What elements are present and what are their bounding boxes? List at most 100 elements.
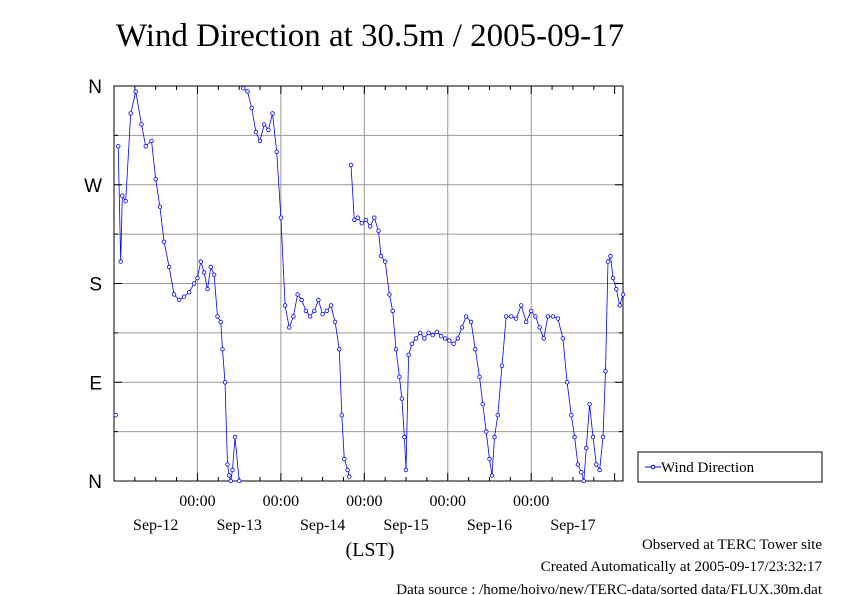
data-point xyxy=(339,413,344,418)
data-point xyxy=(541,336,546,341)
data-point xyxy=(181,294,187,299)
data-point xyxy=(211,272,217,277)
data-point xyxy=(347,474,352,479)
data-point xyxy=(324,308,329,314)
data-point xyxy=(345,467,350,473)
data-point xyxy=(157,204,163,209)
data-point xyxy=(406,352,411,357)
data-point xyxy=(402,434,407,440)
data-point xyxy=(222,380,228,385)
data-point xyxy=(430,332,435,338)
data-point xyxy=(529,308,534,314)
data-point xyxy=(584,445,589,451)
data-point xyxy=(278,215,284,220)
data-point xyxy=(451,341,456,346)
data-point xyxy=(597,467,602,473)
data-point xyxy=(220,347,225,352)
data-point xyxy=(581,478,586,484)
data-point xyxy=(434,329,440,334)
data-point xyxy=(509,314,514,319)
data-point xyxy=(266,127,271,133)
x-date-label: Sep-15 xyxy=(383,517,428,534)
data-point xyxy=(575,462,581,467)
data-point xyxy=(337,347,342,352)
y-tick-label: S xyxy=(89,275,102,296)
data-point xyxy=(208,264,213,270)
series-line xyxy=(243,87,350,477)
data-point xyxy=(397,374,402,379)
series-line xyxy=(117,91,240,482)
data-point xyxy=(299,297,304,303)
data-point xyxy=(291,314,296,319)
footer-created: Created Automatically at 2005-09-17/23:3… xyxy=(541,559,823,575)
data-point xyxy=(230,467,235,473)
data-point xyxy=(614,286,619,292)
y-tick-label: N xyxy=(88,77,102,98)
grid-lines xyxy=(114,86,623,481)
data-point xyxy=(463,314,469,319)
data-point xyxy=(153,177,158,182)
data-point xyxy=(422,336,427,341)
data-point xyxy=(387,292,392,297)
data-point xyxy=(605,259,611,264)
data-point xyxy=(253,129,259,135)
data-point xyxy=(191,281,197,286)
data-point xyxy=(608,253,613,259)
data-point xyxy=(128,111,133,116)
data-point xyxy=(115,144,121,149)
data-point xyxy=(484,429,489,434)
data-point xyxy=(257,138,263,144)
series-line xyxy=(350,164,624,482)
data-point xyxy=(594,462,599,467)
series-layer xyxy=(113,85,626,484)
data-point xyxy=(359,220,364,226)
x-date-label: Sep-17 xyxy=(550,517,595,534)
data-point xyxy=(438,334,444,339)
data-point xyxy=(383,259,388,264)
data-point xyxy=(409,341,415,346)
x-date-label: Sep-14 xyxy=(300,517,345,534)
data-point xyxy=(492,434,497,440)
data-point xyxy=(113,413,118,418)
data-point xyxy=(201,270,207,275)
data-point xyxy=(245,89,250,94)
legend-label: Wind Direction xyxy=(661,460,755,476)
data-point xyxy=(270,111,275,116)
data-point xyxy=(161,239,167,244)
data-point xyxy=(378,253,384,259)
data-point xyxy=(262,122,267,127)
data-point xyxy=(519,303,524,308)
data-point xyxy=(514,316,519,321)
data-point xyxy=(363,217,369,223)
legend-marker-icon xyxy=(650,464,656,470)
data-point xyxy=(426,330,431,336)
x-tick-label: 00:00 xyxy=(513,493,549,510)
data-point xyxy=(171,292,177,297)
legend: Wind Direction xyxy=(637,451,823,483)
y-axis: N W S E N xyxy=(84,77,623,493)
data-point xyxy=(455,336,460,341)
x-axis-label: (LST) xyxy=(346,539,395,561)
data-point xyxy=(226,473,232,478)
data-point xyxy=(413,336,419,341)
data-point xyxy=(620,292,626,297)
x-tick-label: 00:00 xyxy=(179,493,215,510)
x-date-label: Sep-13 xyxy=(216,517,261,534)
data-point xyxy=(225,462,230,467)
data-point xyxy=(504,314,509,319)
data-point xyxy=(316,297,321,303)
x-tick-label: 00:00 xyxy=(263,493,299,510)
footer-observed: Observed at TERC Tower site xyxy=(642,537,822,553)
data-point xyxy=(487,456,492,462)
data-point xyxy=(352,217,357,223)
data-point xyxy=(287,325,292,330)
data-point xyxy=(555,316,561,321)
data-point xyxy=(186,290,192,295)
data-point xyxy=(495,413,500,418)
data-point xyxy=(123,198,128,204)
data-point xyxy=(332,319,338,325)
chart-title: Wind Direction at 30.5m / 2005-09-17 xyxy=(116,18,624,54)
data-point xyxy=(176,297,182,303)
data-point xyxy=(477,374,482,379)
